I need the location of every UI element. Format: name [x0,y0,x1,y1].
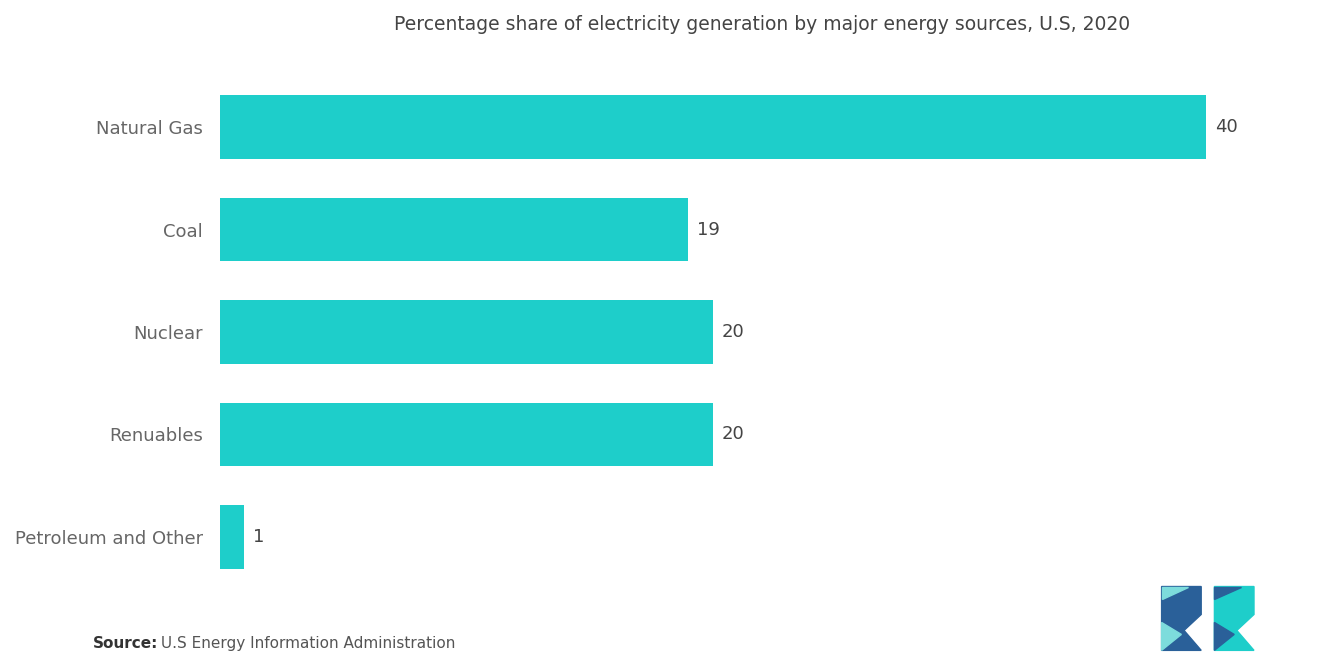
Text: Source:: Source: [92,636,158,652]
Polygon shape [1162,587,1201,650]
Text: U.S Energy Information Administration: U.S Energy Information Administration [156,636,455,652]
Bar [220,95,1206,159]
Text: 20: 20 [722,323,744,341]
Bar [220,403,713,466]
Bar [220,198,689,261]
Polygon shape [1162,622,1181,650]
Title: Percentage share of electricity generation by major energy sources, U.S, 2020: Percentage share of electricity generati… [395,15,1130,34]
Text: 20: 20 [722,426,744,444]
Text: 1: 1 [253,528,264,546]
Polygon shape [1214,587,1254,650]
Bar [220,505,244,569]
Polygon shape [1214,587,1241,598]
Bar [220,301,713,364]
Polygon shape [1162,587,1188,598]
Text: 40: 40 [1214,118,1238,136]
Polygon shape [1214,622,1234,650]
Text: 19: 19 [697,221,719,239]
